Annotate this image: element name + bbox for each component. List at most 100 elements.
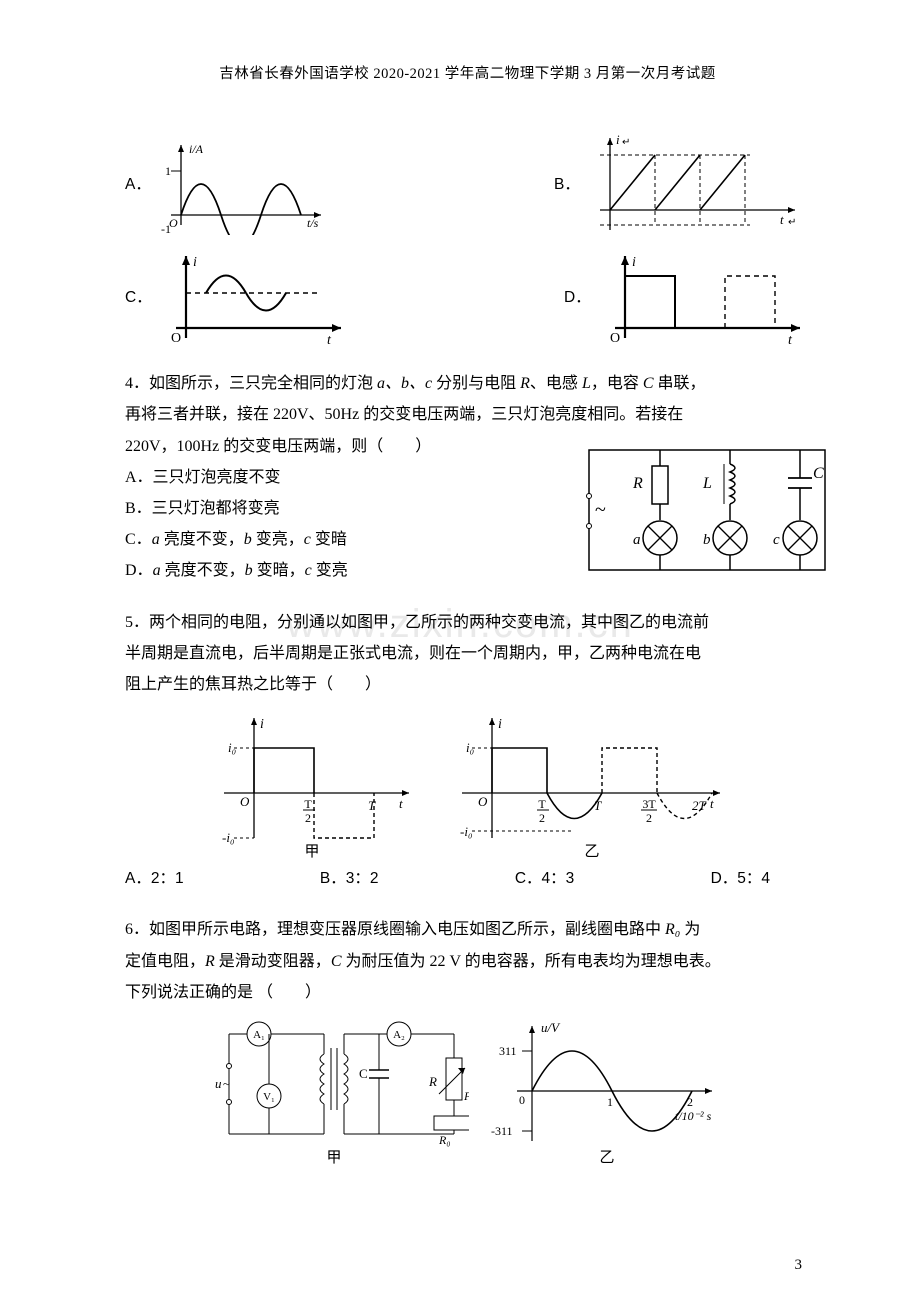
fig-c-ylabel: i: [193, 255, 197, 270]
q4c-b: b: [244, 531, 256, 548]
svg-text:i₀: i₀: [466, 740, 474, 755]
option-label-b: B．: [554, 170, 580, 200]
fig-a-xlabel: t/s: [307, 216, 319, 230]
q4-r-label: R: [632, 475, 643, 492]
q5-figures: i i₀ -i₀ O t T 2 T 甲 i i₀ -i₀ O t T 2 T …: [125, 708, 810, 858]
q4-cbulb-label: c: [773, 532, 780, 548]
fig-d-ylabel: i: [632, 255, 636, 270]
q3-options-row-2: C． i t O D． i t O: [125, 248, 810, 348]
fig-b-unit1: ↵: [622, 137, 630, 148]
svg-text:1: 1: [607, 1095, 613, 1109]
q4-l: L: [582, 375, 591, 392]
svg-text:T: T: [594, 798, 602, 813]
fig-a-one: 1: [165, 164, 171, 178]
fig-a-ylabel: i/A: [189, 142, 204, 156]
svg-text:t: t: [710, 796, 714, 811]
q4-a-label: a: [633, 532, 641, 548]
q5-option-a: A．2：1: [125, 864, 184, 894]
q5-option-d: D．5：4: [711, 864, 770, 894]
q5-figure-yi: i i₀ -i₀ O t T 2 T 3T 2 2T 乙: [442, 708, 732, 858]
question-4: 4．如图所示，三只完全相同的灯泡 a、b、c 分别与电阻 R、电感 L，电容 C…: [125, 368, 810, 586]
q4-c-label: C: [813, 465, 824, 482]
figure-b: i t ↵ ↵: [580, 130, 810, 240]
option-label-a: A．: [125, 170, 151, 200]
svg-text:2: 2: [646, 811, 652, 825]
svg-text:3T: 3T: [642, 797, 656, 811]
svg-text:T: T: [368, 798, 376, 813]
fig-b-ylabel: i: [616, 132, 620, 147]
q5-answers: A．2：1 B．3：2 C．4：3 D．5：4: [125, 864, 810, 894]
fig-b-xlabel: t: [780, 212, 784, 227]
q4-l-label: L: [702, 475, 712, 492]
q4-stem-2: 分别与电阻: [432, 375, 520, 392]
q4-b-label: b: [703, 532, 711, 548]
svg-text:311: 311: [499, 1044, 517, 1058]
svg-text:-i₀: -i₀: [222, 830, 234, 845]
q4-stem-4: ，电容: [591, 375, 643, 392]
q6-l2b: 是滑动变阻器，: [219, 953, 331, 970]
q4c-a: a: [152, 531, 164, 548]
svg-text:C: C: [359, 1066, 368, 1081]
q4d-c: c: [305, 562, 316, 579]
svg-text:T: T: [538, 797, 546, 811]
q5-line-1: 5．两个相同的电阻，分别通以如图甲，乙所示的两种交变电流，其中图乙的电流前: [125, 607, 810, 638]
q5-figure-jia: i i₀ -i₀ O t T 2 T 甲: [204, 708, 424, 858]
page-header: 吉林省长春外国语学校 2020-2021 学年高二物理下学期 3 月第一次月考试…: [125, 60, 810, 88]
q5-option-c: C．4：3: [515, 864, 574, 894]
svg-text:乙: 乙: [584, 844, 599, 858]
q6-c: C: [331, 953, 346, 970]
svg-text:O: O: [478, 794, 488, 809]
svg-text:V₁: V₁: [263, 1091, 275, 1103]
q5-option-b: B．3：2: [320, 864, 379, 894]
svg-text:甲: 甲: [304, 844, 319, 858]
q4d-b: b: [245, 562, 257, 579]
q4c-c: c: [304, 531, 315, 548]
svg-text:T: T: [304, 797, 312, 811]
svg-text:-i₀: -i₀: [460, 824, 472, 839]
q6-r: R: [205, 953, 219, 970]
q4c-p3: 变亮，: [256, 531, 304, 548]
svg-text:t: t: [399, 796, 403, 811]
q6-figures: A₁ u ~ V₁ A₂ R P: [125, 1016, 810, 1166]
svg-text:2: 2: [305, 811, 311, 825]
q4-circuit-figure: R a L b C c ~: [585, 442, 830, 588]
fig-b-unit2: ↵: [788, 217, 796, 228]
q4d-p3: 变暗，: [257, 562, 305, 579]
q6-l2a: 定值电阻，: [125, 953, 205, 970]
q4d-p4: 变亮: [316, 562, 348, 579]
q4-stem-5: 串联，: [654, 375, 706, 392]
figure-a: i/A t/s 1 -1 O: [151, 135, 331, 235]
fig-d-xlabel: t: [788, 333, 793, 348]
svg-text:i: i: [260, 717, 264, 732]
svg-text:-311: -311: [491, 1124, 513, 1138]
q4-abc: a、b、c: [377, 375, 432, 392]
svg-text:2: 2: [539, 811, 545, 825]
svg-text:A₂: A₂: [393, 1029, 405, 1041]
svg-text:t/10⁻² s: t/10⁻² s: [675, 1109, 712, 1123]
svg-text:u: u: [215, 1076, 222, 1091]
q4d-p1: D．: [125, 562, 153, 579]
option-label-c: C．: [125, 283, 151, 313]
figure-d: i t O: [590, 248, 810, 348]
q4-c: C: [643, 375, 654, 392]
q5-line-3: 阻上产生的焦耳热之比等于（ ）: [125, 669, 810, 700]
svg-text:2T: 2T: [692, 798, 707, 813]
svg-text:2: 2: [687, 1095, 693, 1109]
svg-text:甲: 甲: [326, 1150, 341, 1166]
q4d-p2: 亮度不变，: [165, 562, 245, 579]
q4-stem-1: 4．如图所示，三只完全相同的灯泡: [125, 375, 377, 392]
q4-source: ~: [595, 499, 606, 521]
q5-line-2: 半周期是直流电，后半周期是正张式电流，则在一个周期内，甲，乙两种电流在电: [125, 638, 810, 669]
svg-text:R₀: R₀: [438, 1133, 451, 1147]
q6-l2c: 为耐压值为 22 V 的电容器，所有电表均为理想电表。: [345, 953, 720, 970]
q6-r0: R₀: [665, 921, 680, 938]
svg-text:u/V: u/V: [541, 1020, 561, 1035]
svg-text:O: O: [240, 794, 250, 809]
q4c-p4: 变暗: [315, 531, 347, 548]
fig-d-origin: O: [610, 331, 620, 346]
svg-text:~: ~: [223, 1076, 230, 1091]
svg-text:A₁: A₁: [253, 1029, 265, 1041]
svg-text:P: P: [463, 1089, 469, 1103]
page-number: 3: [795, 1251, 803, 1280]
svg-text:0: 0: [519, 1093, 525, 1107]
